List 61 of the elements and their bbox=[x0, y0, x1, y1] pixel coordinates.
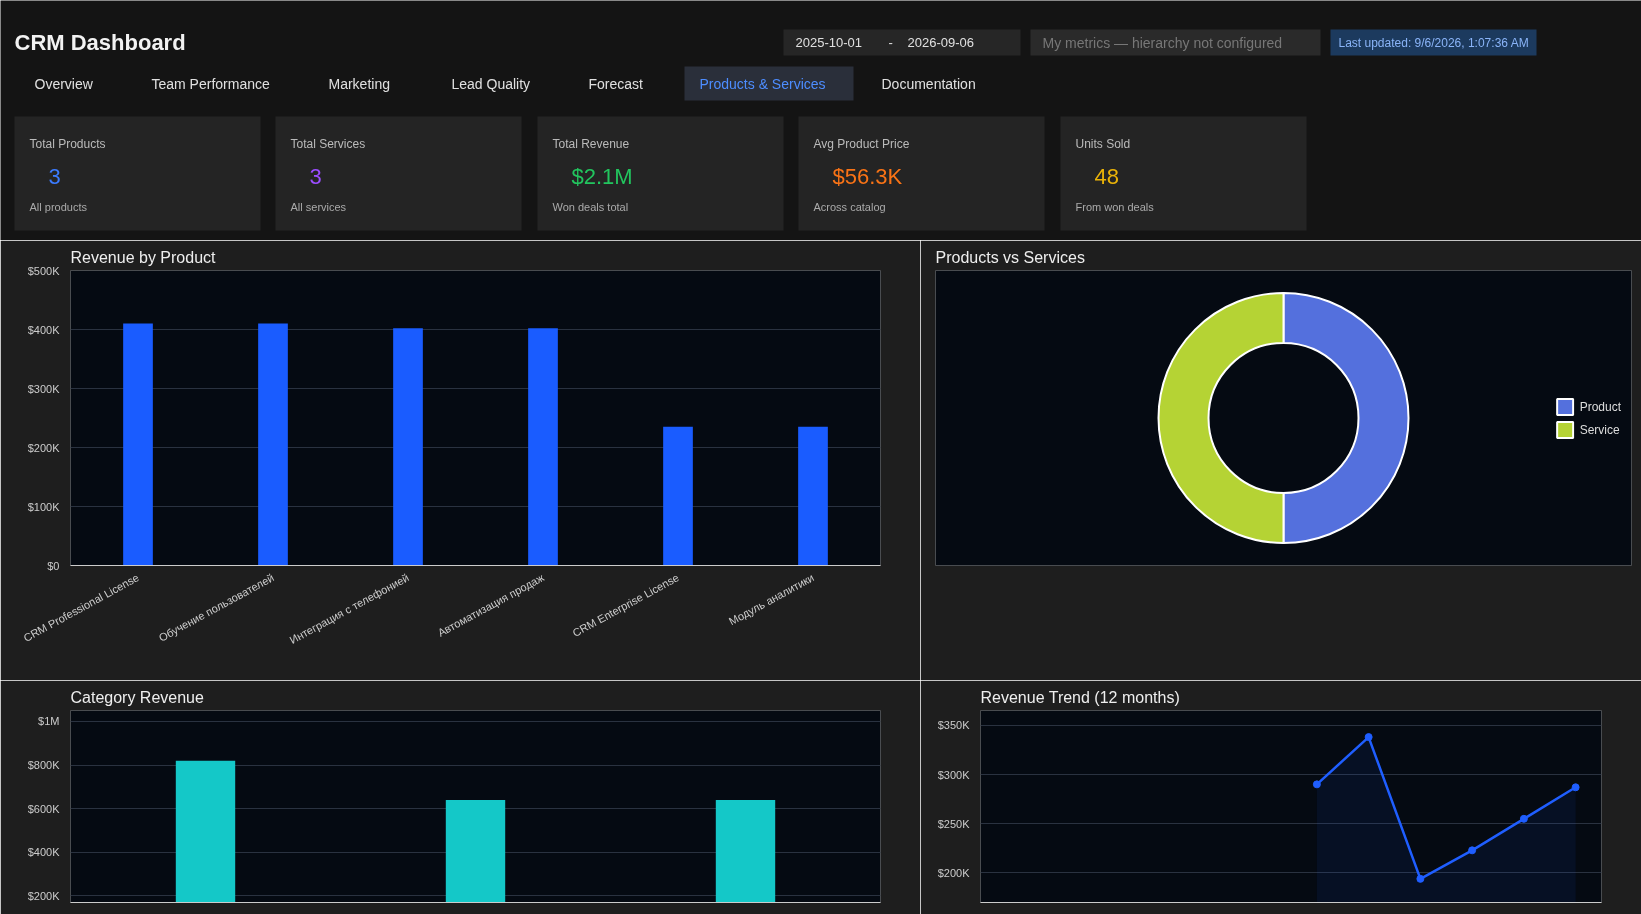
text: 2026-09-06 bbox=[907, 35, 974, 50]
y-tick-label: $350K bbox=[937, 719, 971, 732]
chart-title: Revenue Trend (12 months) bbox=[980, 688, 1180, 706]
y-tick-label: $300K bbox=[27, 382, 61, 395]
y-tick-label: $400K bbox=[27, 846, 61, 859]
y-tick-label: $500K bbox=[27, 264, 61, 277]
text: Total Products bbox=[29, 136, 106, 151]
text: Avg Product Price bbox=[813, 136, 910, 151]
text: Last updated: 9/6/2026, 1:07:36 AM bbox=[1338, 35, 1529, 50]
text: Won deals total bbox=[552, 200, 629, 213]
bar bbox=[528, 328, 558, 566]
y-tick-label: $0 bbox=[47, 559, 60, 572]
bar bbox=[798, 426, 828, 566]
y-tick-label: $800K bbox=[27, 759, 61, 772]
text: 48 bbox=[1094, 164, 1119, 189]
text: From won deals bbox=[1075, 200, 1155, 213]
text: Units Sold bbox=[1075, 136, 1131, 151]
chart-title: Category Revenue bbox=[70, 688, 205, 706]
bar bbox=[258, 323, 288, 566]
text: 3 bbox=[309, 164, 322, 189]
text: $2.1M bbox=[571, 164, 633, 189]
text: Documentation bbox=[881, 75, 976, 92]
y-tick-label: $300K bbox=[937, 768, 971, 781]
legend-label: Product bbox=[1579, 399, 1621, 413]
point bbox=[1468, 846, 1477, 855]
y-tick-label: $1M bbox=[38, 715, 60, 728]
text: CRM Dashboard bbox=[14, 30, 186, 55]
text: Products vs Services bbox=[935, 248, 1085, 266]
y-tick-label: $200K bbox=[27, 441, 61, 454]
bar bbox=[393, 328, 423, 566]
y-tick-label: $200K bbox=[27, 889, 61, 902]
point bbox=[1364, 733, 1373, 742]
text: Forecast bbox=[588, 75, 644, 92]
text: Total Revenue bbox=[552, 136, 630, 151]
text: All products bbox=[29, 200, 88, 213]
text: Across catalog bbox=[813, 200, 886, 213]
point bbox=[1519, 814, 1528, 823]
text: 3 bbox=[48, 164, 61, 189]
point bbox=[1312, 780, 1321, 789]
text: My metrics — hierarchy not configured bbox=[1042, 34, 1283, 51]
text: Products & Services bbox=[699, 75, 826, 92]
text: Marketing bbox=[328, 75, 390, 92]
text: All services bbox=[290, 200, 347, 213]
bar bbox=[123, 323, 153, 566]
text: 2025-10-01 bbox=[795, 35, 862, 50]
y-tick-label: $600K bbox=[27, 802, 61, 815]
text: Overview bbox=[34, 75, 94, 92]
point bbox=[1571, 783, 1580, 792]
bar bbox=[663, 426, 693, 566]
y-tick-label: $250K bbox=[937, 817, 971, 830]
y-tick-label: $200K bbox=[937, 866, 971, 879]
y-tick-label: $100K bbox=[27, 500, 61, 513]
point bbox=[1416, 874, 1425, 883]
text: Total Services bbox=[290, 136, 366, 151]
legend-label: Service bbox=[1579, 422, 1620, 436]
text: Lead Quality bbox=[451, 75, 531, 92]
y-tick-label: $400K bbox=[27, 323, 61, 336]
text: $56.3K bbox=[832, 164, 903, 189]
text: - bbox=[888, 35, 893, 50]
chart-title: Revenue by Product bbox=[70, 248, 217, 266]
text: Team Performance bbox=[151, 75, 270, 92]
